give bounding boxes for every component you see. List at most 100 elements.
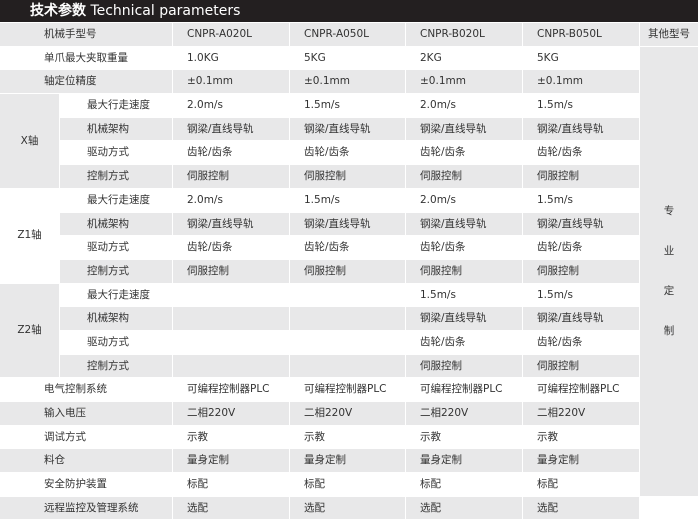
other-models-header: 其他型号 — [640, 23, 698, 46]
table-cell: 钢梁/直线导轨 — [173, 117, 289, 141]
table-cell: 二相220V — [173, 402, 289, 425]
table-cell: 钢梁/直线导轨 — [406, 212, 522, 236]
table-cell — [173, 307, 289, 330]
table-cell: 伺服控制 — [290, 259, 405, 283]
table-cell: 齿轮/齿条 — [406, 330, 522, 354]
model-header: CNPR-A050L — [290, 23, 405, 46]
axis-group-label: X轴 — [0, 94, 59, 188]
table-cell: ±0.1mm — [523, 70, 639, 94]
row-label: 最大行走速度 — [60, 283, 172, 307]
table-cell: 标配 — [406, 473, 522, 496]
table-cell: 选配 — [523, 496, 639, 520]
row-label: 安全防护装置 — [0, 473, 172, 496]
table-cell: 可编程控制器PLC — [290, 378, 405, 401]
table-cell: 钢梁/直线导轨 — [290, 212, 405, 236]
table-cell: 示教 — [173, 425, 289, 449]
table-cell — [173, 354, 289, 378]
table-cell: 齿轮/齿条 — [523, 330, 639, 354]
custom-note-char: 业 — [663, 245, 675, 258]
row-label: 料仓 — [0, 449, 172, 473]
table-cell: 1.0KG — [173, 46, 289, 70]
table-cell — [173, 283, 289, 307]
table-cell: 1.5m/s — [523, 283, 639, 307]
model-header: CNPR-B050L — [523, 23, 639, 46]
table-cell: 齿轮/齿条 — [290, 236, 405, 259]
title-en: Technical parameters — [90, 3, 241, 19]
header-label: 机械手型号 — [0, 23, 172, 46]
custom-note-char: 制 — [663, 325, 675, 338]
row-label: 控制方式 — [60, 354, 172, 378]
table-cell: 伺服控制 — [523, 354, 639, 378]
table-cell: 选配 — [173, 496, 289, 520]
table-cell — [290, 283, 405, 307]
row-label: 最大行走速度 — [60, 94, 172, 117]
row-label: 驱动方式 — [60, 330, 172, 354]
table-cell: 量身定制 — [523, 449, 639, 473]
table-cell: 2.0m/s — [406, 188, 522, 212]
row-label: 最大行走速度 — [60, 188, 172, 212]
table-cell: 伺服控制 — [173, 165, 289, 188]
table-cell: 标配 — [523, 473, 639, 496]
table-cell: 示教 — [290, 425, 405, 449]
table-cell: ±0.1mm — [173, 70, 289, 94]
table-cell: 齿轮/齿条 — [290, 141, 405, 165]
row-label: 电气控制系统 — [0, 378, 172, 401]
table-cell: 二相220V — [406, 402, 522, 425]
table-cell: 伺服控制 — [406, 354, 522, 378]
table-cell: 1.5m/s — [523, 94, 639, 117]
table-cell: 选配 — [290, 496, 405, 520]
table-cell — [290, 354, 405, 378]
table-cell: 齿轮/齿条 — [173, 236, 289, 259]
table-cell: 标配 — [290, 473, 405, 496]
table-cell: 量身定制 — [173, 449, 289, 473]
table-cell — [290, 307, 405, 330]
table-cell: 齿轮/齿条 — [406, 141, 522, 165]
table-cell: 可编程控制器PLC — [406, 378, 522, 401]
row-label: 调试方式 — [0, 425, 172, 449]
table-cell: 钢梁/直线导轨 — [406, 307, 522, 330]
table-cell: 5KG — [290, 46, 405, 70]
row-label: 机械架构 — [60, 212, 172, 236]
table-cell: 二相220V — [523, 402, 639, 425]
table-cell — [173, 330, 289, 354]
table-cell: 伺服控制 — [523, 259, 639, 283]
table-cell: 伺服控制 — [406, 165, 522, 188]
table-cell: 选配 — [406, 496, 522, 520]
table-cell: 标配 — [173, 473, 289, 496]
table-cell — [290, 330, 405, 354]
table-cell: 1.5m/s — [406, 283, 522, 307]
row-label: 控制方式 — [60, 165, 172, 188]
row-label: 机械架构 — [60, 117, 172, 141]
table-cell: 2.0m/s — [406, 94, 522, 117]
row-label: 驱动方式 — [60, 141, 172, 165]
table-cell: 示教 — [406, 425, 522, 449]
table-cell: ±0.1mm — [290, 70, 405, 94]
row-label: 输入电压 — [0, 402, 172, 425]
model-header: CNPR-B020L — [406, 23, 522, 46]
table-cell: 可编程控制器PLC — [173, 378, 289, 401]
table-cell: ±0.1mm — [406, 70, 522, 94]
table-cell: 钢梁/直线导轨 — [406, 117, 522, 141]
axis-group-label: Z2轴 — [0, 283, 59, 378]
table-cell: 钢梁/直线导轨 — [173, 212, 289, 236]
table-cell: 钢梁/直线导轨 — [523, 212, 639, 236]
section-title: 技术参数 Technical parameters — [0, 0, 698, 22]
table-cell: 5KG — [523, 46, 639, 70]
table-cell: 钢梁/直线导轨 — [523, 117, 639, 141]
row-label: 远程监控及管理系统 — [0, 496, 172, 520]
table-cell: 齿轮/齿条 — [523, 141, 639, 165]
table-cell: 1.5m/s — [290, 188, 405, 212]
table-cell: 伺服控制 — [173, 259, 289, 283]
model-header: CNPR-A020L — [173, 23, 289, 46]
row-label: 单爪最大夹取重量 — [0, 46, 172, 70]
row-label: 轴定位精度 — [0, 70, 172, 94]
table-cell: 2KG — [406, 46, 522, 70]
row-label: 控制方式 — [60, 259, 172, 283]
table-cell: 量身定制 — [406, 449, 522, 473]
spec-table: 机械手型号 CNPR-A020L CNPR-A050L CNPR-B020L CNPR-… — [0, 23, 698, 520]
table-cell: 齿轮/齿条 — [406, 236, 522, 259]
table-cell: 2.0m/s — [173, 188, 289, 212]
axis-group-label: Z1轴 — [0, 188, 59, 283]
table-cell: 齿轮/齿条 — [173, 141, 289, 165]
table-cell: 示教 — [523, 425, 639, 449]
